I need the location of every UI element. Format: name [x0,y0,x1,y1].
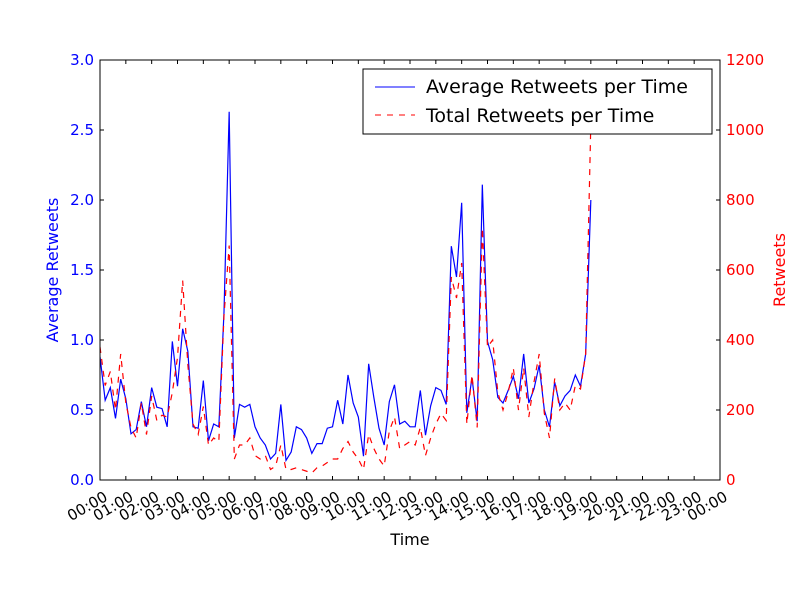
legend-box [362,68,713,135]
series-total-retweets-line [100,122,592,474]
y-right-tick-label: 400 [726,331,755,349]
y-right-tick-label: 0 [726,471,736,489]
y-left-tick-label: 2.5 [70,121,94,139]
y-right-tick-label: 1000 [726,121,764,139]
right-y-axis: 0 200 400 600 800 1000 1200 [716,51,764,489]
y-right-tick-label: 800 [726,191,755,209]
y-right-tick-label: 1200 [726,51,764,69]
y-right-tick-label: 200 [726,401,755,419]
legend-label-average: Average Retweets per Time [426,76,688,98]
y-right-tick-label: 600 [726,261,755,279]
right-y-axis-label: Retweets [770,233,789,307]
y-left-tick-label: 2.0 [70,191,94,209]
legend-label-total: Total Retweets per Time [425,105,654,127]
x-axis-label: Time [389,530,429,549]
series-layer [100,111,592,474]
y-left-tick-label: 3.0 [70,51,94,69]
left-y-axis-label: Average Retweets [43,198,62,343]
y-left-tick-label: 0.5 [70,401,94,419]
series-average-retweets-line [100,111,592,463]
y-left-tick-label: 1.0 [70,331,94,349]
left-y-axis: 0.0 0.5 1.0 1.5 2.0 2.5 3.0 [70,51,104,489]
y-left-tick-label: 0.0 [70,471,94,489]
legend: Average Retweets per Time Total Retweets… [362,68,713,135]
y-left-tick-label: 1.5 [70,261,94,279]
